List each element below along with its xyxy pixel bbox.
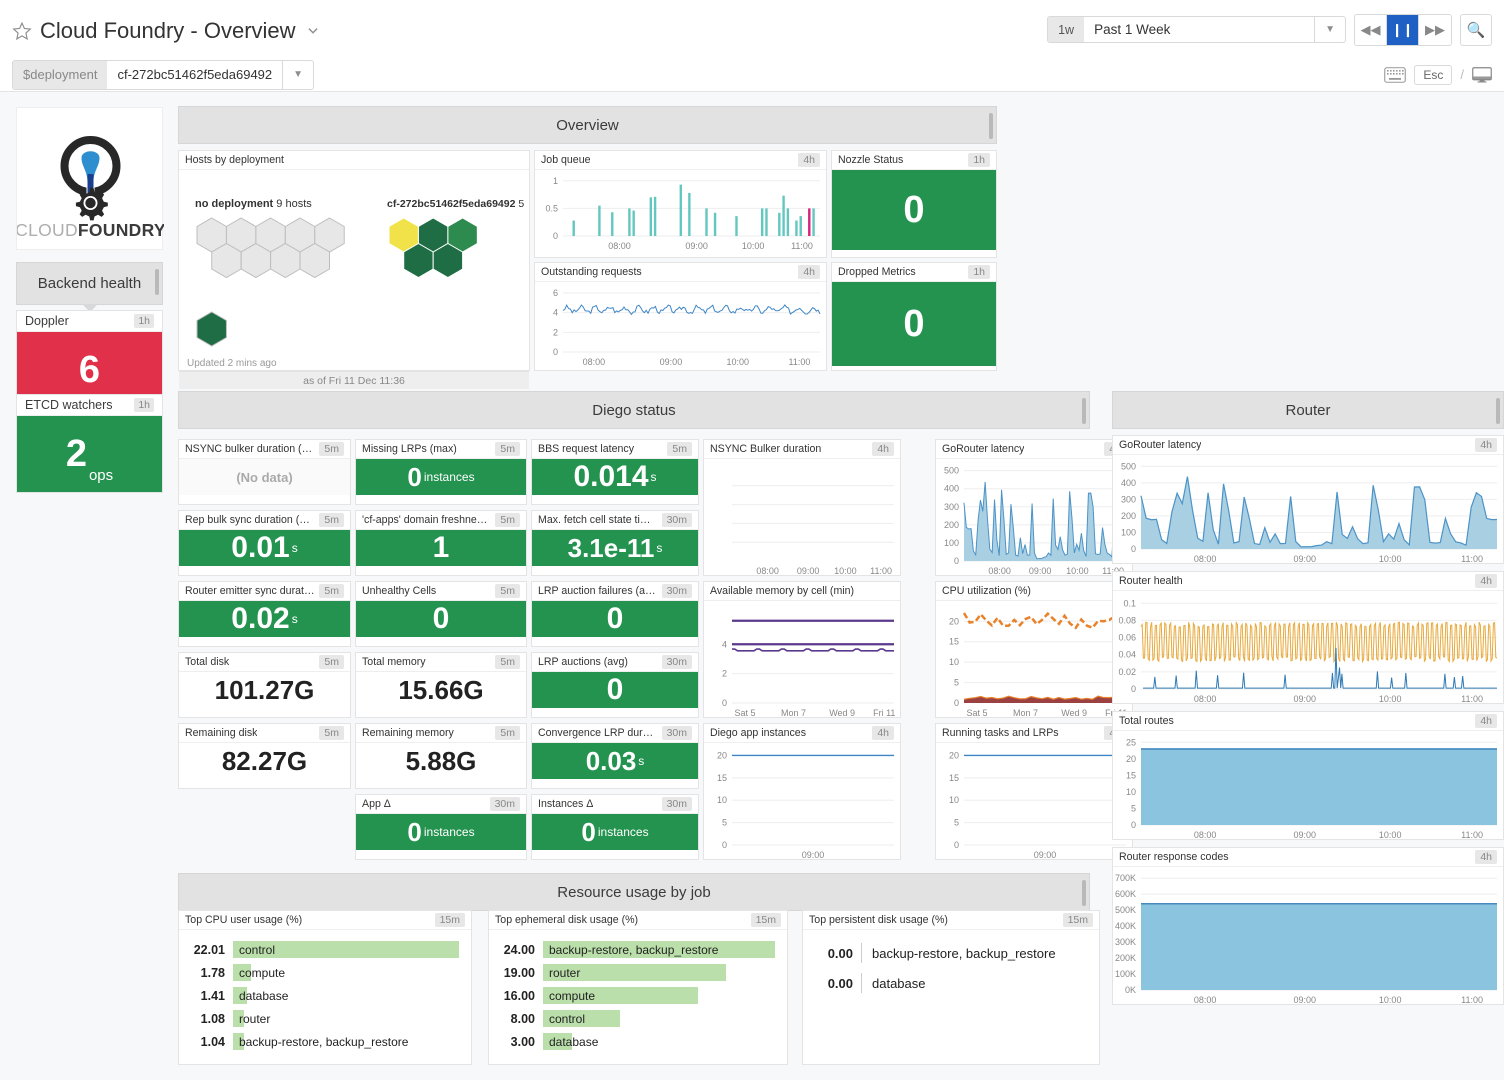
svg-text:09:00: 09:00 (1293, 554, 1316, 564)
svg-text:0: 0 (954, 840, 959, 850)
svg-text:10: 10 (949, 657, 959, 667)
svg-text:10:00: 10:00 (726, 357, 749, 367)
svg-text:08:00: 08:00 (583, 357, 606, 367)
svg-text:0: 0 (722, 840, 727, 850)
svg-text:Mon 7: Mon 7 (781, 708, 806, 718)
svg-text:2: 2 (553, 327, 558, 337)
svg-text:20: 20 (1126, 754, 1136, 764)
svg-text:10:00: 10:00 (1379, 995, 1402, 1005)
svg-text:10:00: 10:00 (834, 566, 857, 576)
svg-text:11:00: 11:00 (791, 241, 813, 251)
svg-text:CLOUDFOUNDRY: CLOUDFOUNDRY (17, 220, 164, 240)
svg-text:08:00: 08:00 (1194, 995, 1217, 1005)
svg-text:Wed 9: Wed 9 (1061, 708, 1087, 718)
svg-text:09:00: 09:00 (1293, 830, 1316, 840)
svg-text:11:00: 11:00 (1461, 995, 1483, 1005)
svg-text:11:00: 11:00 (1461, 830, 1483, 840)
svg-text:Mon 7: Mon 7 (1013, 708, 1038, 718)
svg-text:5: 5 (954, 818, 959, 828)
svg-text:4: 4 (722, 639, 727, 649)
svg-text:10: 10 (717, 795, 727, 805)
svg-text:11:00: 11:00 (1461, 694, 1483, 704)
svg-text:Sat 5: Sat 5 (966, 708, 987, 718)
svg-text:09:00: 09:00 (1293, 995, 1316, 1005)
svg-text:08:00: 08:00 (1194, 694, 1217, 704)
svg-text:300: 300 (1121, 494, 1136, 504)
svg-text:100: 100 (944, 538, 959, 548)
svg-text:200K: 200K (1115, 953, 1136, 963)
svg-text:0: 0 (954, 698, 959, 708)
svg-text:11:00: 11:00 (1461, 554, 1483, 564)
svg-text:15: 15 (1126, 770, 1136, 780)
svg-text:10:00: 10:00 (1379, 830, 1402, 840)
svg-text:15: 15 (949, 773, 959, 783)
svg-text:0: 0 (553, 347, 558, 357)
svg-text:5: 5 (722, 818, 727, 828)
svg-text:25: 25 (1126, 737, 1136, 747)
svg-text:10:00: 10:00 (1379, 694, 1402, 704)
svg-text:0: 0 (1131, 684, 1136, 694)
svg-text:09:00: 09:00 (802, 850, 825, 860)
svg-text:09:00: 09:00 (797, 566, 820, 576)
svg-text:400: 400 (1121, 478, 1136, 488)
svg-text:200: 200 (1121, 511, 1136, 521)
svg-text:08:00: 08:00 (608, 241, 631, 251)
svg-text:500K: 500K (1115, 905, 1136, 915)
svg-text:0: 0 (553, 231, 558, 241)
svg-text:10: 10 (949, 795, 959, 805)
svg-text:0.02: 0.02 (1118, 667, 1136, 677)
svg-text:09:00: 09:00 (660, 357, 683, 367)
svg-text:200: 200 (944, 520, 959, 530)
svg-text:600K: 600K (1115, 889, 1136, 899)
svg-text:Sat 5: Sat 5 (734, 708, 755, 718)
svg-text:0.04: 0.04 (1118, 650, 1136, 660)
svg-text:0.08: 0.08 (1118, 615, 1136, 625)
svg-text:2: 2 (722, 669, 727, 679)
svg-text:700K: 700K (1115, 873, 1136, 883)
svg-text:08:00: 08:00 (988, 566, 1011, 576)
svg-text:300: 300 (944, 502, 959, 512)
svg-text:10:00: 10:00 (1379, 554, 1402, 564)
svg-text:400K: 400K (1115, 921, 1136, 931)
svg-text:0: 0 (954, 556, 959, 566)
svg-text:20: 20 (949, 616, 959, 626)
svg-text:0: 0 (1131, 820, 1136, 830)
svg-text:11:00: 11:00 (870, 566, 892, 576)
svg-text:400: 400 (944, 484, 959, 494)
svg-text:0.1: 0.1 (1123, 598, 1136, 608)
svg-text:15: 15 (949, 637, 959, 647)
svg-text:0.5: 0.5 (545, 203, 558, 213)
svg-text:4: 4 (553, 308, 558, 318)
svg-text:100K: 100K (1115, 969, 1136, 979)
svg-text:20: 20 (717, 750, 727, 760)
svg-text:09:00: 09:00 (685, 241, 708, 251)
svg-text:10: 10 (1126, 787, 1136, 797)
svg-text:0: 0 (1131, 544, 1136, 554)
svg-text:09:00: 09:00 (1034, 850, 1057, 860)
svg-text:0K: 0K (1125, 985, 1136, 995)
svg-text:09:00: 09:00 (1293, 694, 1316, 704)
svg-text:15: 15 (717, 773, 727, 783)
svg-text:11:00: 11:00 (789, 357, 811, 367)
svg-text:08:00: 08:00 (756, 566, 779, 576)
svg-text:300K: 300K (1115, 937, 1136, 947)
svg-text:09:00: 09:00 (1029, 566, 1052, 576)
svg-text:Fri 11: Fri 11 (873, 708, 895, 718)
svg-text:100: 100 (1121, 527, 1136, 537)
svg-text:0: 0 (722, 698, 727, 708)
svg-text:Wed 9: Wed 9 (829, 708, 855, 718)
svg-text:20: 20 (949, 750, 959, 760)
svg-text:08:00: 08:00 (1194, 554, 1217, 564)
svg-text:0.06: 0.06 (1118, 633, 1136, 643)
svg-text:6: 6 (553, 288, 558, 298)
svg-text:10:00: 10:00 (742, 241, 765, 251)
svg-text:500: 500 (1121, 461, 1136, 471)
svg-text:5: 5 (1131, 803, 1136, 813)
svg-text:5: 5 (954, 678, 959, 688)
svg-text:10:00: 10:00 (1066, 566, 1089, 576)
svg-text:1: 1 (553, 176, 558, 186)
svg-text:500: 500 (944, 466, 959, 476)
svg-text:08:00: 08:00 (1194, 830, 1217, 840)
